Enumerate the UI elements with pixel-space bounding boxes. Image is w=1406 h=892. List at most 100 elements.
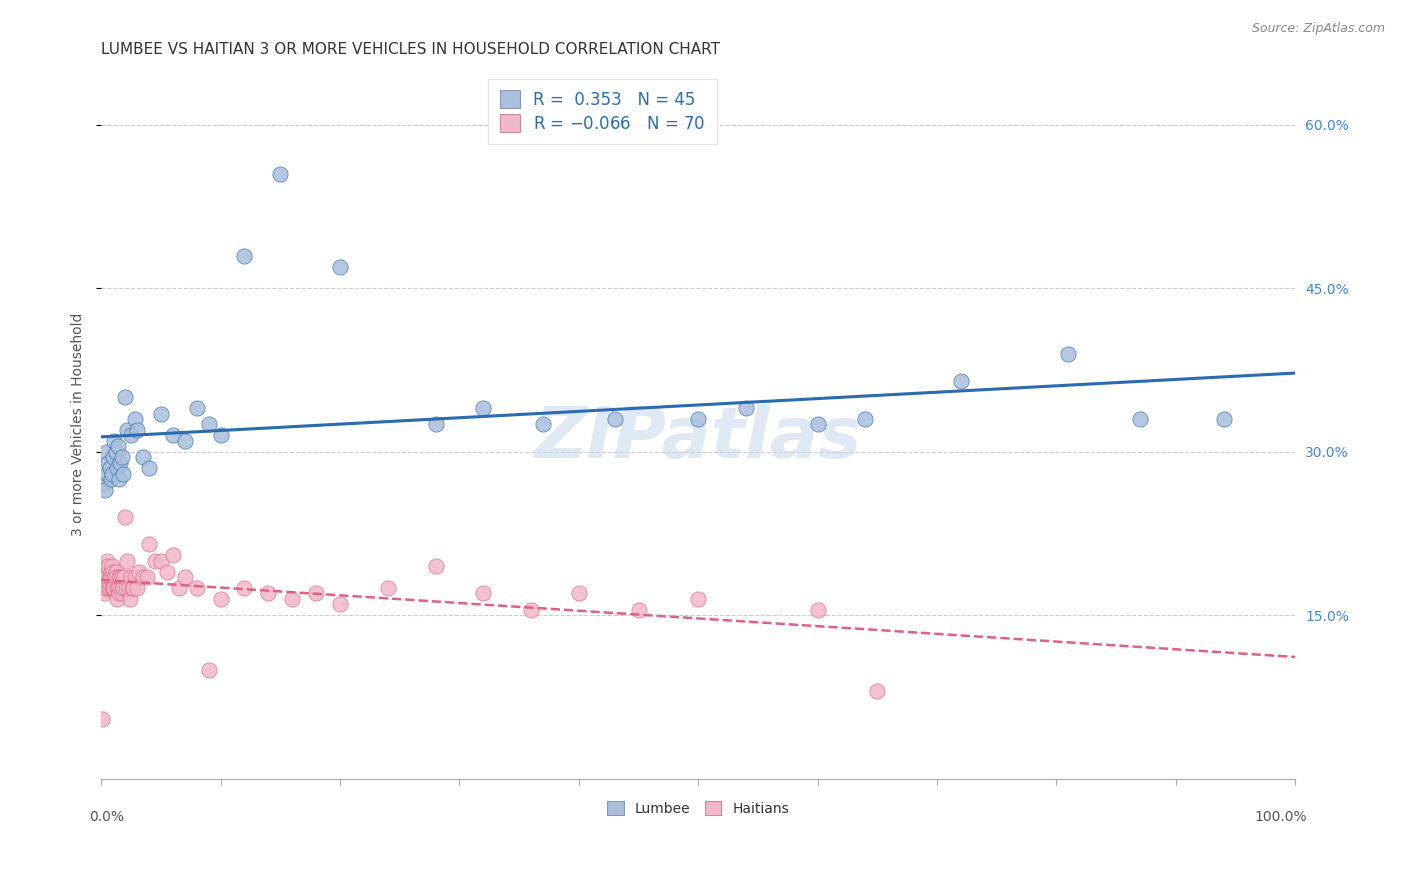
- Point: [688, 591, 710, 606]
- Point: [688, 412, 710, 426]
- Text: ZIPatlas: ZIPatlas: [534, 404, 862, 473]
- Point: [104, 565, 127, 579]
- Point: [94, 483, 117, 497]
- Point: [603, 412, 626, 426]
- Point: [186, 581, 208, 595]
- Point: [807, 603, 830, 617]
- Point: [735, 401, 758, 416]
- Point: [156, 565, 179, 579]
- Point: [162, 548, 184, 562]
- Point: [104, 444, 127, 458]
- Point: [111, 467, 134, 481]
- Point: [149, 554, 172, 568]
- Point: [100, 565, 122, 579]
- Point: [117, 554, 139, 568]
- Point: [98, 570, 121, 584]
- Point: [97, 559, 120, 574]
- Point: [568, 586, 591, 600]
- Point: [105, 581, 128, 595]
- Point: [167, 581, 190, 595]
- Point: [94, 559, 117, 574]
- Point: [472, 586, 495, 600]
- Point: [100, 472, 122, 486]
- Point: [110, 450, 132, 465]
- Point: [135, 570, 157, 584]
- Point: [138, 461, 160, 475]
- Point: [105, 461, 128, 475]
- Point: [108, 472, 131, 486]
- Point: [173, 434, 195, 448]
- Point: [138, 537, 160, 551]
- Point: [101, 581, 124, 595]
- Point: [118, 581, 141, 595]
- Point: [93, 586, 115, 600]
- Point: [94, 444, 117, 458]
- Point: [120, 570, 142, 584]
- Point: [101, 581, 124, 595]
- Point: [377, 581, 399, 595]
- Point: [98, 581, 121, 595]
- Point: [807, 417, 830, 432]
- Point: [162, 428, 184, 442]
- Point: [1212, 412, 1234, 426]
- Point: [101, 565, 124, 579]
- Point: [101, 467, 124, 481]
- Point: [112, 570, 135, 584]
- Legend: Lumbee, Haitians: Lumbee, Haitians: [602, 796, 794, 822]
- Point: [120, 428, 142, 442]
- Point: [329, 260, 352, 274]
- Point: [97, 581, 120, 595]
- Point: [122, 581, 145, 595]
- Point: [91, 712, 114, 726]
- Point: [114, 390, 136, 404]
- Point: [209, 591, 232, 606]
- Point: [124, 412, 146, 426]
- Point: [96, 467, 118, 481]
- Point: [110, 581, 132, 595]
- Text: LUMBEE VS HAITIAN 3 OR MORE VEHICLES IN HOUSEHOLD CORRELATION CHART: LUMBEE VS HAITIAN 3 OR MORE VEHICLES IN …: [101, 42, 720, 57]
- Point: [105, 591, 128, 606]
- Point: [143, 554, 166, 568]
- Point: [425, 559, 447, 574]
- Point: [257, 586, 280, 600]
- Point: [233, 249, 256, 263]
- Text: 100.0%: 100.0%: [1254, 811, 1308, 824]
- Point: [104, 570, 127, 584]
- Point: [425, 417, 447, 432]
- Point: [949, 374, 972, 388]
- Point: [186, 401, 208, 416]
- Point: [103, 581, 125, 595]
- Point: [149, 407, 172, 421]
- Point: [98, 461, 121, 475]
- Point: [96, 554, 118, 568]
- Point: [233, 581, 256, 595]
- Point: [111, 581, 134, 595]
- Point: [117, 423, 139, 437]
- Point: [472, 401, 495, 416]
- Point: [627, 603, 650, 617]
- Point: [108, 586, 131, 600]
- Point: [94, 581, 117, 595]
- Point: [132, 450, 155, 465]
- Point: [110, 570, 132, 584]
- Point: [197, 417, 219, 432]
- Point: [114, 510, 136, 524]
- Point: [118, 591, 141, 606]
- Point: [103, 570, 125, 584]
- Text: Source: ZipAtlas.com: Source: ZipAtlas.com: [1251, 22, 1385, 36]
- Point: [108, 570, 131, 584]
- Point: [101, 450, 124, 465]
- Point: [103, 434, 125, 448]
- Point: [197, 663, 219, 677]
- Point: [125, 581, 148, 595]
- Point: [111, 581, 134, 595]
- Point: [866, 684, 889, 698]
- Point: [520, 603, 543, 617]
- Point: [173, 570, 195, 584]
- Point: [281, 591, 304, 606]
- Point: [269, 167, 291, 181]
- Point: [110, 570, 132, 584]
- Point: [94, 565, 117, 579]
- Point: [121, 581, 143, 595]
- Point: [132, 570, 155, 584]
